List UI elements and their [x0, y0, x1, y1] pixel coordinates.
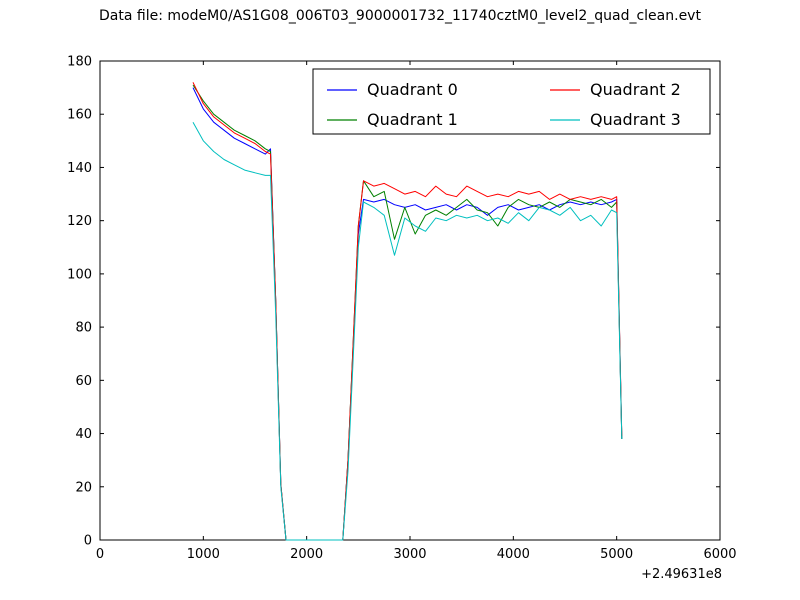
y-tick-label: 0	[84, 534, 92, 549]
x-tick-label: 3000	[393, 547, 426, 562]
y-tick-label: 180	[67, 55, 92, 70]
y-tick-label: 20	[75, 480, 92, 495]
series-line-quadrant-3	[192, 121, 623, 541]
y-tick-label: 60	[75, 374, 92, 389]
figure-title: Data file: modeM0/AS1G08_006T03_90000017…	[99, 8, 701, 24]
series-line-quadrant-1	[192, 84, 623, 541]
series-line-quadrant-0	[192, 87, 623, 541]
x-tick-label: 2000	[290, 547, 323, 562]
plot-area: 0 1000 2000 3000 4000 5000 6000 0 20 40 60 80 100 120…	[67, 55, 736, 583]
x-tick-label: 6000	[703, 547, 736, 562]
y-tick-label: 100	[67, 267, 92, 282]
y-tick-label: 40	[75, 427, 92, 442]
legend-label-quadrant-0: Quadrant 0	[367, 80, 458, 99]
y-tick-label: 120	[67, 214, 92, 229]
y-tick-label: 80	[75, 321, 92, 336]
legend-label-quadrant-3: Quadrant 3	[590, 110, 681, 129]
x-tick-label: 4000	[497, 547, 530, 562]
x-axis-offset-label: +2.49631e8	[641, 567, 722, 582]
y-tick-label: 140	[67, 161, 92, 176]
x-tick-label: 1000	[187, 547, 220, 562]
x-tick-label: 5000	[600, 547, 633, 562]
series-line-quadrant-2	[192, 82, 623, 541]
legend-label-quadrant-2: Quadrant 2	[590, 80, 681, 99]
y-tick-label: 160	[67, 108, 92, 123]
legend-box	[312, 68, 711, 135]
x-tick-label: 0	[96, 547, 104, 562]
legend-label-quadrant-1: Quadrant 1	[367, 110, 458, 129]
